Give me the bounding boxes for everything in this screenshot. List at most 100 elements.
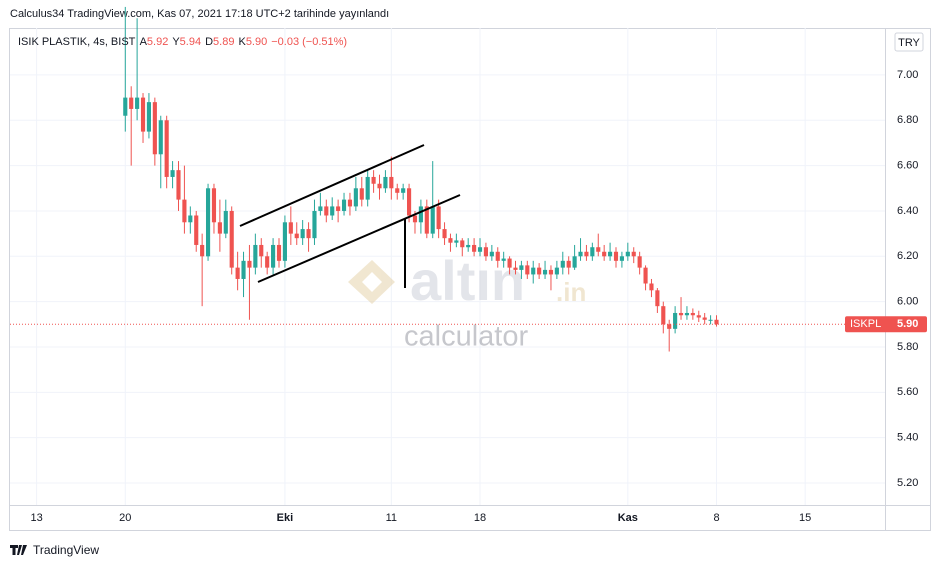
candle-body [330, 206, 335, 216]
legend-item-value: 5.94 [180, 36, 201, 48]
candle-body [495, 251, 500, 261]
candle-body [661, 306, 666, 325]
candle-body [418, 206, 423, 223]
y-tick-label: 6.60 [897, 160, 918, 172]
candle-body [643, 267, 648, 284]
x-tick-label: 20 [119, 512, 131, 524]
candle-body [477, 247, 483, 252]
candle-body [596, 247, 601, 252]
candle-body [324, 206, 329, 216]
candle-body [164, 120, 169, 177]
candle-body [554, 267, 559, 275]
candle-body [158, 120, 163, 155]
candle-body [247, 260, 252, 268]
candles [123, 6, 719, 352]
legend-item-value: 5.90 [246, 36, 267, 48]
legend-item-value: 5.92 [147, 36, 168, 48]
candle-body [714, 319, 719, 325]
candle-body [489, 251, 494, 257]
legend: ISIK PLASTIK, 4s, BIST A5.92 Y5.94 D5.89 K5.… [18, 36, 347, 48]
candle-body [537, 267, 542, 275]
candle-body [282, 222, 287, 261]
legend-text: ISIK PLASTIK, 4s, BIST A5.92 Y5.94 D5.89 K5.… [18, 36, 347, 48]
candle-body [584, 251, 589, 257]
legend-item-label: K [238, 36, 246, 48]
y-tick-label: 6.00 [897, 296, 918, 308]
candle-body [631, 251, 636, 257]
candle-body [123, 97, 128, 116]
footer-text: TradingView [33, 543, 99, 557]
legend-item-label: A [140, 36, 148, 48]
y-tick-label: 7.00 [897, 69, 918, 81]
candle-body [590, 247, 595, 257]
candle-body [401, 188, 406, 193]
y-tick-label: 6.80 [897, 114, 918, 126]
candle-body [389, 176, 394, 189]
candle-body [146, 102, 152, 132]
x-tick-label: 15 [799, 512, 811, 524]
candle-body [690, 312, 695, 316]
candle-body [276, 244, 282, 261]
legend-item-label: Y [172, 36, 180, 48]
candle-body [407, 188, 412, 216]
watermark-logo [348, 260, 395, 304]
x-tick-label: 8 [713, 512, 719, 524]
candle-body [673, 312, 678, 329]
frame [9, 28, 931, 531]
candle-body [235, 267, 240, 279]
last-price-tag [845, 316, 927, 333]
candle-body [702, 317, 707, 320]
candle-body [306, 229, 311, 239]
candle-body [359, 188, 364, 200]
candle-body [176, 170, 181, 200]
candle-body [135, 97, 140, 109]
currency: TRY [898, 37, 920, 49]
candle-body [300, 229, 305, 239]
candle-body [336, 206, 341, 211]
candle-body [205, 188, 211, 257]
candle-body [625, 251, 630, 257]
candle-body [507, 258, 512, 268]
candle-body [548, 269, 554, 275]
candle-body [312, 210, 317, 239]
candle-body [572, 256, 577, 268]
y-tick-label: 5.80 [897, 341, 918, 353]
candle-body [395, 188, 400, 193]
candle-body [472, 244, 477, 252]
candle-body [217, 222, 222, 234]
candle-body [412, 215, 418, 223]
candle-body [318, 206, 323, 211]
candle-body [442, 229, 447, 239]
legend-change: −0.03 (−0.51%) [271, 36, 347, 48]
candle-body [188, 215, 193, 223]
candle-body [288, 222, 293, 234]
candle-body [708, 319, 713, 321]
candle-body [678, 312, 684, 316]
candle-body [619, 256, 624, 261]
candle-body [436, 206, 441, 230]
candle-body [424, 206, 429, 234]
candle-body [223, 210, 228, 234]
candle-body [200, 244, 205, 257]
x-tick-label: 11 [386, 512, 397, 524]
legend-symbol: ISIK PLASTIK, 4s, BIST [18, 36, 136, 48]
candle-body [347, 199, 353, 207]
legend-item-value: 5.89 [213, 36, 234, 48]
candle-body [129, 97, 134, 109]
candle-body [259, 244, 264, 257]
x-tick-label: 13 [30, 512, 42, 524]
candle-body [655, 290, 660, 307]
watermark-brand: altın [410, 249, 525, 312]
candle-body [460, 240, 465, 248]
candle-body [365, 176, 370, 200]
x-tick-label: 18 [474, 512, 486, 524]
candle-body [211, 188, 217, 223]
candle-body [531, 267, 536, 275]
candle-body [294, 233, 299, 239]
y-tick-label: 6.40 [897, 205, 918, 217]
candle-body [448, 238, 453, 243]
candle-body [602, 251, 607, 257]
candle-body [271, 244, 276, 268]
